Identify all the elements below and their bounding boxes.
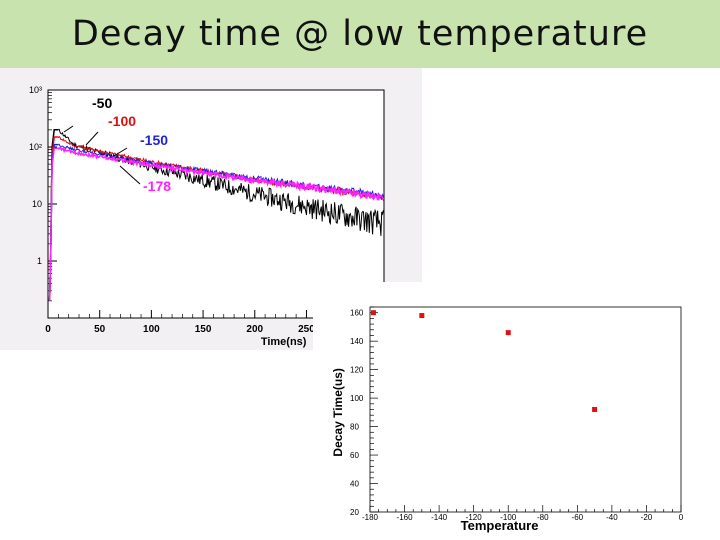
annotation-arrow: [85, 131, 99, 146]
annotation-arrow: [119, 165, 141, 185]
x-axis-label: Temperature: [461, 518, 539, 533]
plot-frame: [369, 306, 682, 513]
series-line--178: [57, 146, 385, 202]
data-point: [419, 313, 425, 319]
y-tick-label: 120: [350, 366, 364, 375]
x-tick-label: -20: [641, 513, 653, 522]
x-tick-label: -60: [572, 513, 584, 522]
y-tick-label: 20: [350, 508, 359, 517]
x-tick-label: 250: [298, 324, 315, 335]
data-point: [505, 330, 511, 336]
series-rise--178: [48, 147, 59, 301]
decay-time-chart: 20 40 60 80 100 120 140 160 -180 -160 -140 -120 -100…: [331, 306, 684, 533]
y-tick-label: 80: [350, 423, 359, 432]
annotation-arrow: [113, 147, 128, 157]
x-tick-label: -160: [397, 513, 414, 522]
x-tick-label: 50: [94, 324, 106, 335]
x-tick-label: 100: [143, 324, 160, 335]
y-tick-label: 10: [32, 199, 42, 209]
y-tick-label: 1: [37, 256, 42, 266]
x-tick-label: -100: [500, 513, 517, 522]
y-tick-label: 100: [350, 394, 364, 403]
data-point: [592, 407, 598, 412]
y-tick-label: 10²: [29, 142, 42, 152]
slide-title: Decay time @ low temperature: [71, 14, 649, 54]
y-tick-label: 160: [350, 309, 364, 318]
x-tick-label: 150: [195, 324, 212, 335]
y-tick-label: 40: [350, 480, 359, 489]
data-point: [370, 310, 376, 316]
title-bar: Decay time @ low temperature: [0, 0, 720, 68]
annotation-label: -50: [92, 95, 112, 111]
y-tick-label: 60: [350, 451, 359, 460]
x-tick-label: 200: [246, 324, 263, 335]
x-axis-label: Time(ns): [261, 336, 307, 348]
annotation-arrow: [63, 125, 74, 133]
annotation-label: -150: [140, 132, 168, 148]
x-tick-label: 0: [45, 324, 51, 335]
y-tick-label: 10³: [29, 85, 42, 95]
plot-frame: [47, 89, 385, 319]
x-tick-label: -40: [606, 513, 618, 522]
x-tick-label: -140: [431, 513, 448, 522]
annotation-label: -100: [108, 113, 136, 129]
y-tick-label: 140: [350, 337, 364, 346]
decay-time-plot: 20 40 60 80 100 120 140 160 -180 -160 -140 -120 -100…: [313, 282, 696, 540]
y-axis-label: Decay Time(us): [331, 368, 345, 456]
x-tick-label: -80: [537, 513, 549, 522]
x-tick-label: -180: [362, 513, 379, 522]
x-tick-label: 0: [679, 513, 684, 522]
annotation-label: -178: [143, 178, 171, 194]
decay-curve-plot: 1 10 10² 10³ 0 50 100 150 200 250 Time(ns) -50 -100-…: [0, 68, 422, 350]
x-tick-label: -120: [466, 513, 483, 522]
